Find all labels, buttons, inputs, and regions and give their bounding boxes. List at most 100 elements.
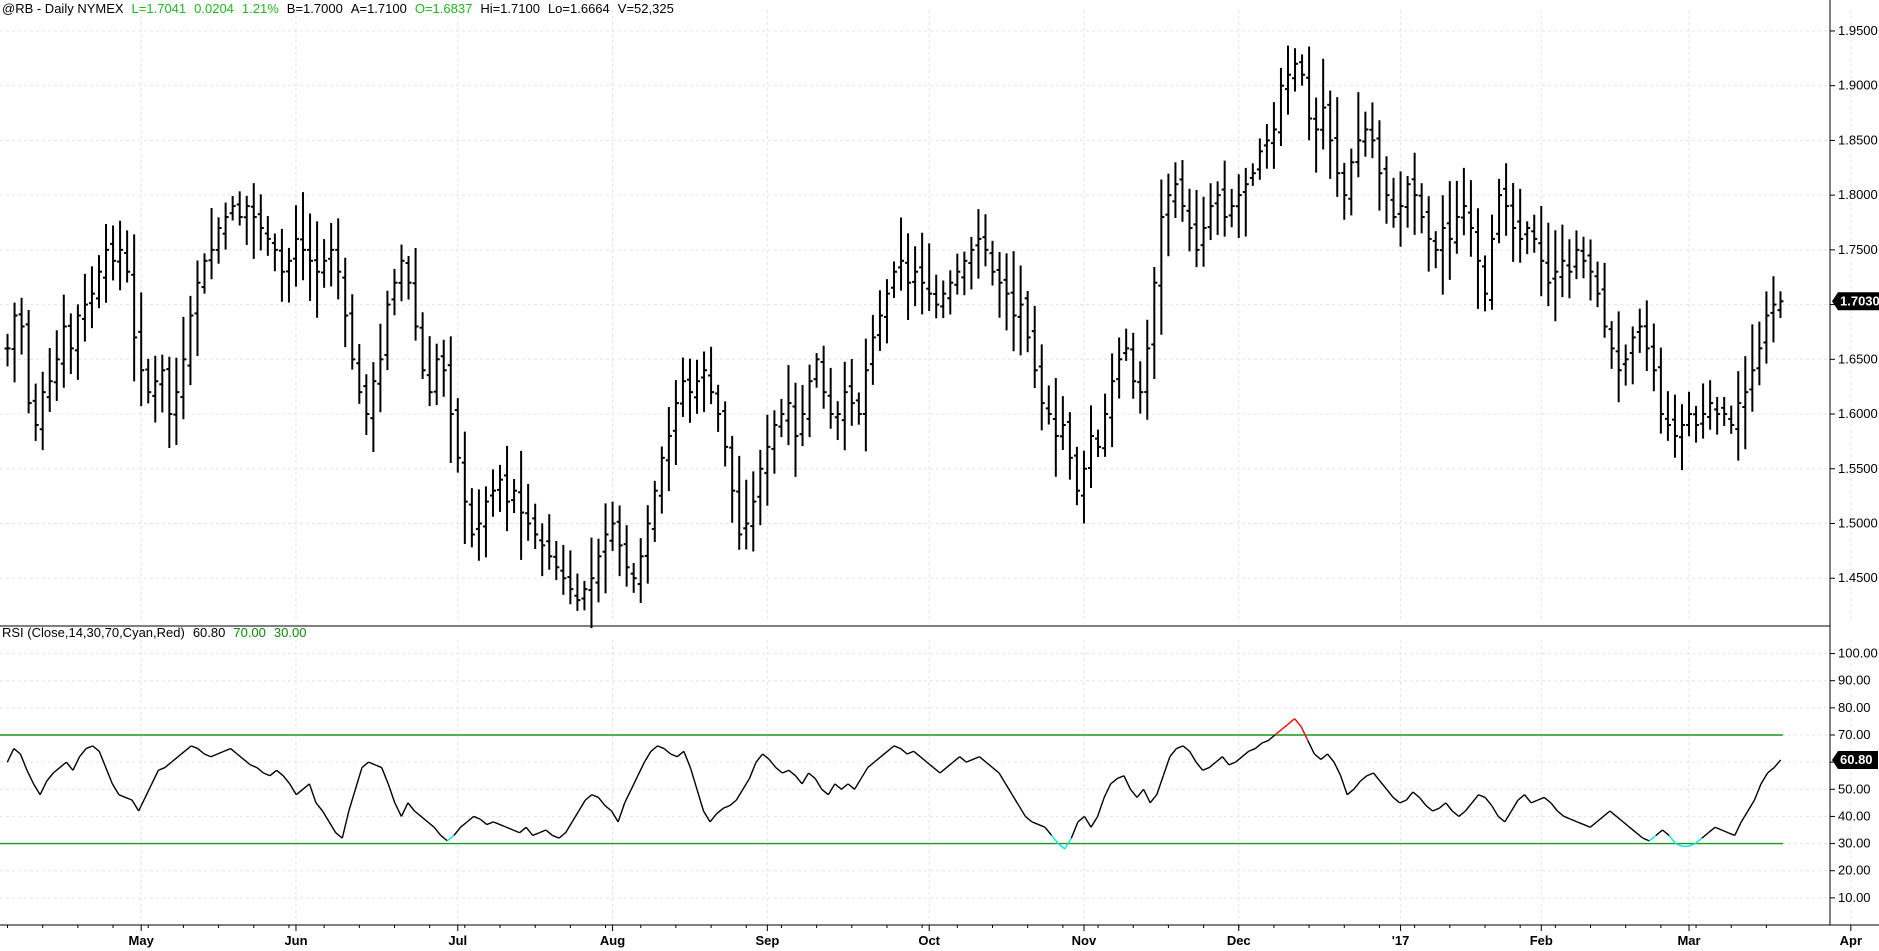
rsi-segment	[400, 802, 409, 817]
grid	[0, 10, 1852, 925]
rsi-segment	[1773, 759, 1782, 769]
rsi-segment	[873, 756, 882, 763]
rsi-segment	[1169, 748, 1177, 758]
rsi-segment	[978, 756, 987, 763]
rsi-segment	[1195, 761, 1204, 771]
rsi-segment	[1727, 832, 1736, 837]
rsi-segment	[762, 753, 770, 760]
rsi-segment	[387, 783, 396, 804]
low-price: Lo=1.6664	[547, 1, 610, 16]
rsi-tick-label: 70.00	[1838, 727, 1871, 742]
rsi-segment	[571, 810, 580, 823]
rsi-segment	[230, 748, 238, 755]
price-tick-label: 1.5000	[1838, 515, 1878, 530]
rsi-segment	[670, 753, 678, 758]
rsi-segment	[341, 810, 350, 839]
rsi-segment	[853, 778, 862, 790]
rsi-segment	[512, 829, 520, 834]
rsi-segment	[499, 823, 507, 828]
rsi-segment	[453, 826, 462, 836]
rsi-segment	[643, 750, 652, 763]
rsi-segment	[263, 772, 271, 777]
rsi-label: RSI (Close,14,30,70,Cyan,Red)	[2, 625, 185, 640]
rsi-segment	[1510, 799, 1519, 812]
rsi-overbought-level: 70.00	[233, 625, 266, 640]
rsi-segment	[742, 778, 751, 790]
last-price-tag-label: 1.7030	[1840, 293, 1879, 308]
rsi-segment	[834, 783, 842, 790]
price-header: @RB - Daily NYMEX L=1.7041 0.0204 1.21% B=1.…	[2, 1, 682, 17]
rsi-segment	[1064, 837, 1072, 850]
rsi-segment	[1070, 821, 1079, 839]
rsi-segment	[519, 826, 527, 834]
rsi-segment	[808, 772, 816, 779]
rsi-segment	[1215, 756, 1223, 763]
rsi-segment	[1668, 834, 1677, 845]
rsi-segment	[1438, 802, 1447, 809]
rsi-segment	[1129, 788, 1138, 798]
rsi-segment	[223, 747, 231, 752]
rsi-segment	[782, 769, 790, 774]
rsi-segment	[1281, 723, 1289, 731]
rsi-segment	[952, 756, 961, 763]
rsi-segment	[190, 745, 199, 750]
rsi-segment	[1497, 815, 1506, 823]
rsi-segment	[1339, 775, 1348, 795]
rsi-segment	[1228, 761, 1236, 766]
rsi-segment	[1688, 842, 1696, 847]
rsi-segment	[32, 783, 41, 796]
rsi-segment	[1556, 810, 1565, 817]
rsi-segment	[1011, 794, 1020, 806]
rsi-segment	[985, 761, 993, 769]
rsi-segment	[197, 748, 205, 755]
price-tick-label: 1.9000	[1838, 78, 1878, 93]
rsi-segment	[493, 821, 501, 826]
rsi-header: RSI (Close,14,30,70,Cyan,Red) 60.80 70.00 3…	[2, 625, 314, 641]
rsi-segment	[1616, 815, 1624, 823]
rsi-segment	[250, 764, 258, 769]
rsi-segment	[965, 758, 974, 763]
rsi-segment	[354, 767, 363, 790]
rsi-segment	[827, 783, 836, 796]
rsi-segment	[1537, 796, 1545, 801]
rsi-segment	[295, 788, 304, 796]
rsi-segment	[932, 767, 941, 774]
rsi-segment	[1504, 810, 1513, 823]
rsi-segment	[1044, 826, 1053, 836]
rsi-segment	[328, 821, 337, 834]
axes	[0, 0, 1879, 926]
rsi-segment	[276, 769, 284, 777]
rsi-segment	[256, 767, 264, 774]
rsi-segment	[676, 750, 685, 758]
rsi-segment	[473, 815, 481, 820]
rsi-segment	[919, 756, 928, 763]
rsi-segment	[1392, 796, 1401, 804]
time-tick-label: Jul	[448, 933, 467, 948]
rsi-segment	[217, 750, 225, 755]
rsi-segment	[564, 821, 573, 834]
rsi-segment	[1635, 832, 1644, 839]
rsi-segment	[637, 761, 646, 777]
rsi-segment	[847, 783, 856, 790]
open-price: O=1.6837	[414, 1, 473, 16]
rsi-segment	[440, 834, 448, 842]
rsi-segment	[1320, 753, 1328, 760]
rsi-segment	[1123, 775, 1132, 790]
rsi-segment	[1589, 821, 1598, 828]
rsi-segment	[768, 758, 777, 769]
rsi-segment	[46, 772, 54, 782]
rsi-segment	[466, 815, 475, 823]
rsi-segment	[1294, 718, 1302, 728]
rsi-segment	[111, 783, 120, 796]
time-tick-label: Dec	[1227, 933, 1251, 948]
rsi-segment	[1543, 796, 1552, 804]
rsi-segment	[841, 783, 849, 790]
rsi-segment	[158, 766, 166, 771]
rsi-line	[6, 718, 1782, 850]
time-tick-label: Sep	[755, 933, 779, 948]
rsi-segment	[716, 807, 724, 815]
rsi-segment	[348, 789, 357, 812]
rsi-segment	[368, 761, 376, 766]
rsi-segment	[545, 829, 553, 836]
